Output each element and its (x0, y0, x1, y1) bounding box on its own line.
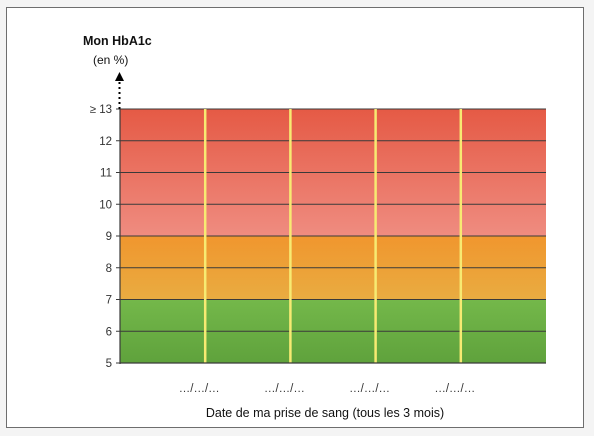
y-tick-label: 10 (99, 199, 112, 211)
y-tick-label: 12 (99, 136, 112, 148)
x-axis-label: Date de ma prise de sang (tous les 3 moi… (206, 406, 444, 420)
separators-layer (203, 109, 463, 363)
y-tick-label: 5 (106, 358, 112, 370)
x-category-label: …/…/… (264, 383, 305, 395)
y-tick-label: 7 (106, 295, 112, 307)
chart-frame: 5 6 7 8 9 10 11 12 ≥ 13 …/…/… …/…/… …/…/… …/…/… Mon… (6, 7, 584, 428)
x-category-labels: …/…/… …/…/… …/…/… …/…/… (179, 383, 475, 395)
y-tick-labels: 5 6 7 8 9 10 11 12 ≥ 13 (90, 104, 112, 370)
y-tick-label: 6 (106, 326, 112, 338)
chart-title-unit: (en %) (93, 53, 128, 67)
y-tick-label: 8 (106, 263, 112, 275)
hba1c-chart: 5 6 7 8 9 10 11 12 ≥ 13 …/…/… …/…/… …/…/… …/…/… Mon… (83, 34, 546, 420)
y-tick-label: 9 (106, 231, 112, 243)
x-category-label: …/…/… (179, 383, 220, 395)
y-tick-label: 11 (100, 168, 112, 180)
axes-layer (119, 109, 546, 364)
y-tick-label: ≥ 13 (90, 104, 112, 116)
x-category-label: …/…/… (349, 383, 390, 395)
x-category-label: …/…/… (434, 383, 475, 395)
chart-title: Mon HbA1c (83, 34, 152, 48)
arrow-up-icon (115, 72, 124, 81)
